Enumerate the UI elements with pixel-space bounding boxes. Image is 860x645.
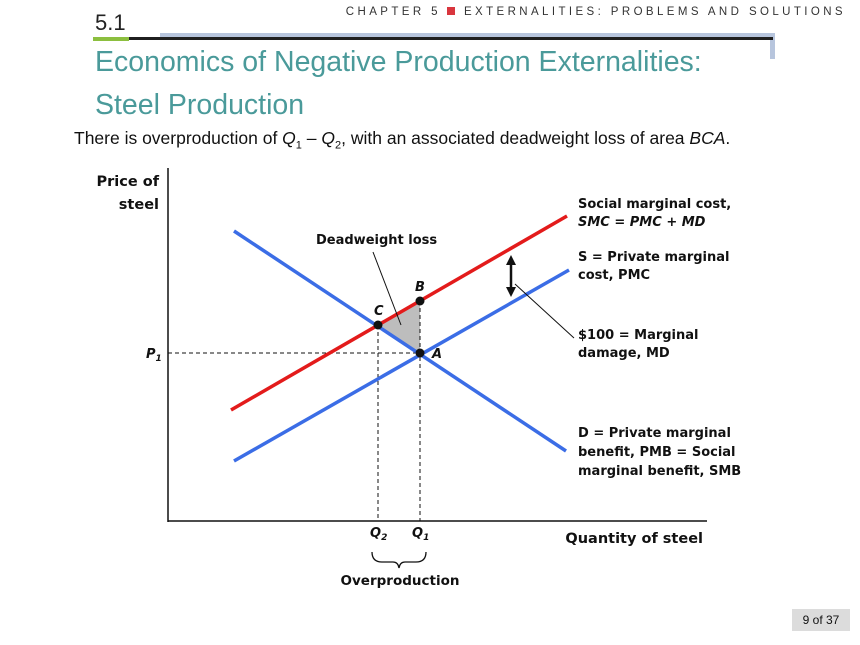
point-a-label: A — [431, 347, 442, 362]
x-axis-label: Quantity of steel — [565, 531, 703, 547]
overproduction-brace — [371, 551, 427, 569]
section-number: 5.1 — [95, 10, 126, 35]
q1-tick-label: Q1 — [412, 526, 429, 543]
md-leader-line — [514, 283, 575, 339]
overproduction-label: Overproduction — [341, 573, 460, 589]
subtitle-q1: Q — [282, 128, 296, 148]
header-rule — [93, 37, 773, 40]
q2-tick-letter: Q — [370, 526, 381, 541]
point-b-label: B — [415, 280, 425, 295]
demand-curve — [233, 229, 567, 453]
subtitle-end: . — [725, 128, 731, 148]
md-label-line1: $100 = Marginal — [578, 328, 699, 343]
p1-tick-label: P1 — [146, 347, 162, 364]
slide-title: Economics of Negative Production Externa… — [95, 41, 702, 127]
point-c-label: C — [374, 304, 384, 319]
deadweight-loss-label: Deadweight loss — [316, 233, 437, 248]
subtitle-part1: There is overproduction of — [74, 128, 283, 148]
point-c — [373, 320, 383, 330]
md-label-line2: damage, MD — [578, 346, 670, 361]
slide-title-line1: Economics of Negative Production Externa… — [95, 46, 702, 78]
chapter-separator-square — [446, 7, 455, 16]
section-number-underline — [93, 37, 129, 41]
slide-title-line2: Steel Production — [95, 89, 305, 121]
slide-subtitle: There is overproduction of Q1 – Q2, with… — [74, 128, 730, 152]
subtitle-q1-sub: 1 — [295, 139, 302, 152]
header-rule-blue-end — [770, 33, 775, 59]
dwl-leader-line — [372, 251, 402, 326]
subtitle-q2: Q — [321, 128, 336, 148]
subtitle-area: BCA — [689, 128, 726, 148]
demand-label-line1: D = Private marginal — [578, 426, 731, 441]
supply-label-line2: cost, PMC — [578, 268, 650, 283]
q2-tick-sub: 2 — [381, 533, 387, 543]
smc-label-line1: Social marginal cost, — [578, 197, 731, 212]
page-number: 9 of 37 — [792, 609, 850, 631]
y-axis-label-line2: steel — [119, 197, 159, 213]
y-axis-label-line1: Price of — [97, 174, 160, 190]
subtitle-q2-sub: 2 — [335, 139, 342, 152]
p1-tick-letter: P — [146, 347, 156, 362]
smc-label-line2: SMC = PMC + MD — [578, 215, 706, 230]
chapter-header: CHAPTER 5 EXTERNALITIES: PROBLEMS AND SOL… — [346, 6, 846, 18]
point-a — [415, 348, 425, 358]
q2-tick-label: Q2 — [370, 526, 387, 543]
smc-curve — [230, 214, 568, 412]
header-rule-blue — [160, 33, 774, 37]
supply-label-line1: S = Private marginal — [578, 250, 729, 265]
chapter-label: CHAPTER 5 — [345, 6, 441, 18]
demand-label-line3: marginal benefit, SMB — [578, 464, 741, 479]
chapter-subtitle: EXTERNALITIES: PROBLEMS AND SOLUTIONS — [463, 6, 846, 18]
subtitle-part2: , with an associated deadweight loss of … — [341, 128, 690, 148]
deadweight-loss-area — [378, 301, 420, 353]
q1-tick-letter: Q — [412, 526, 423, 541]
subtitle-dash: – — [301, 128, 322, 148]
point-b — [415, 296, 425, 306]
q1-tick-sub: 1 — [423, 533, 429, 543]
p1-tick-sub: 1 — [156, 354, 162, 364]
demand-label-line2: benefit, PMB = Social — [578, 445, 736, 460]
supply-curve — [233, 268, 570, 463]
